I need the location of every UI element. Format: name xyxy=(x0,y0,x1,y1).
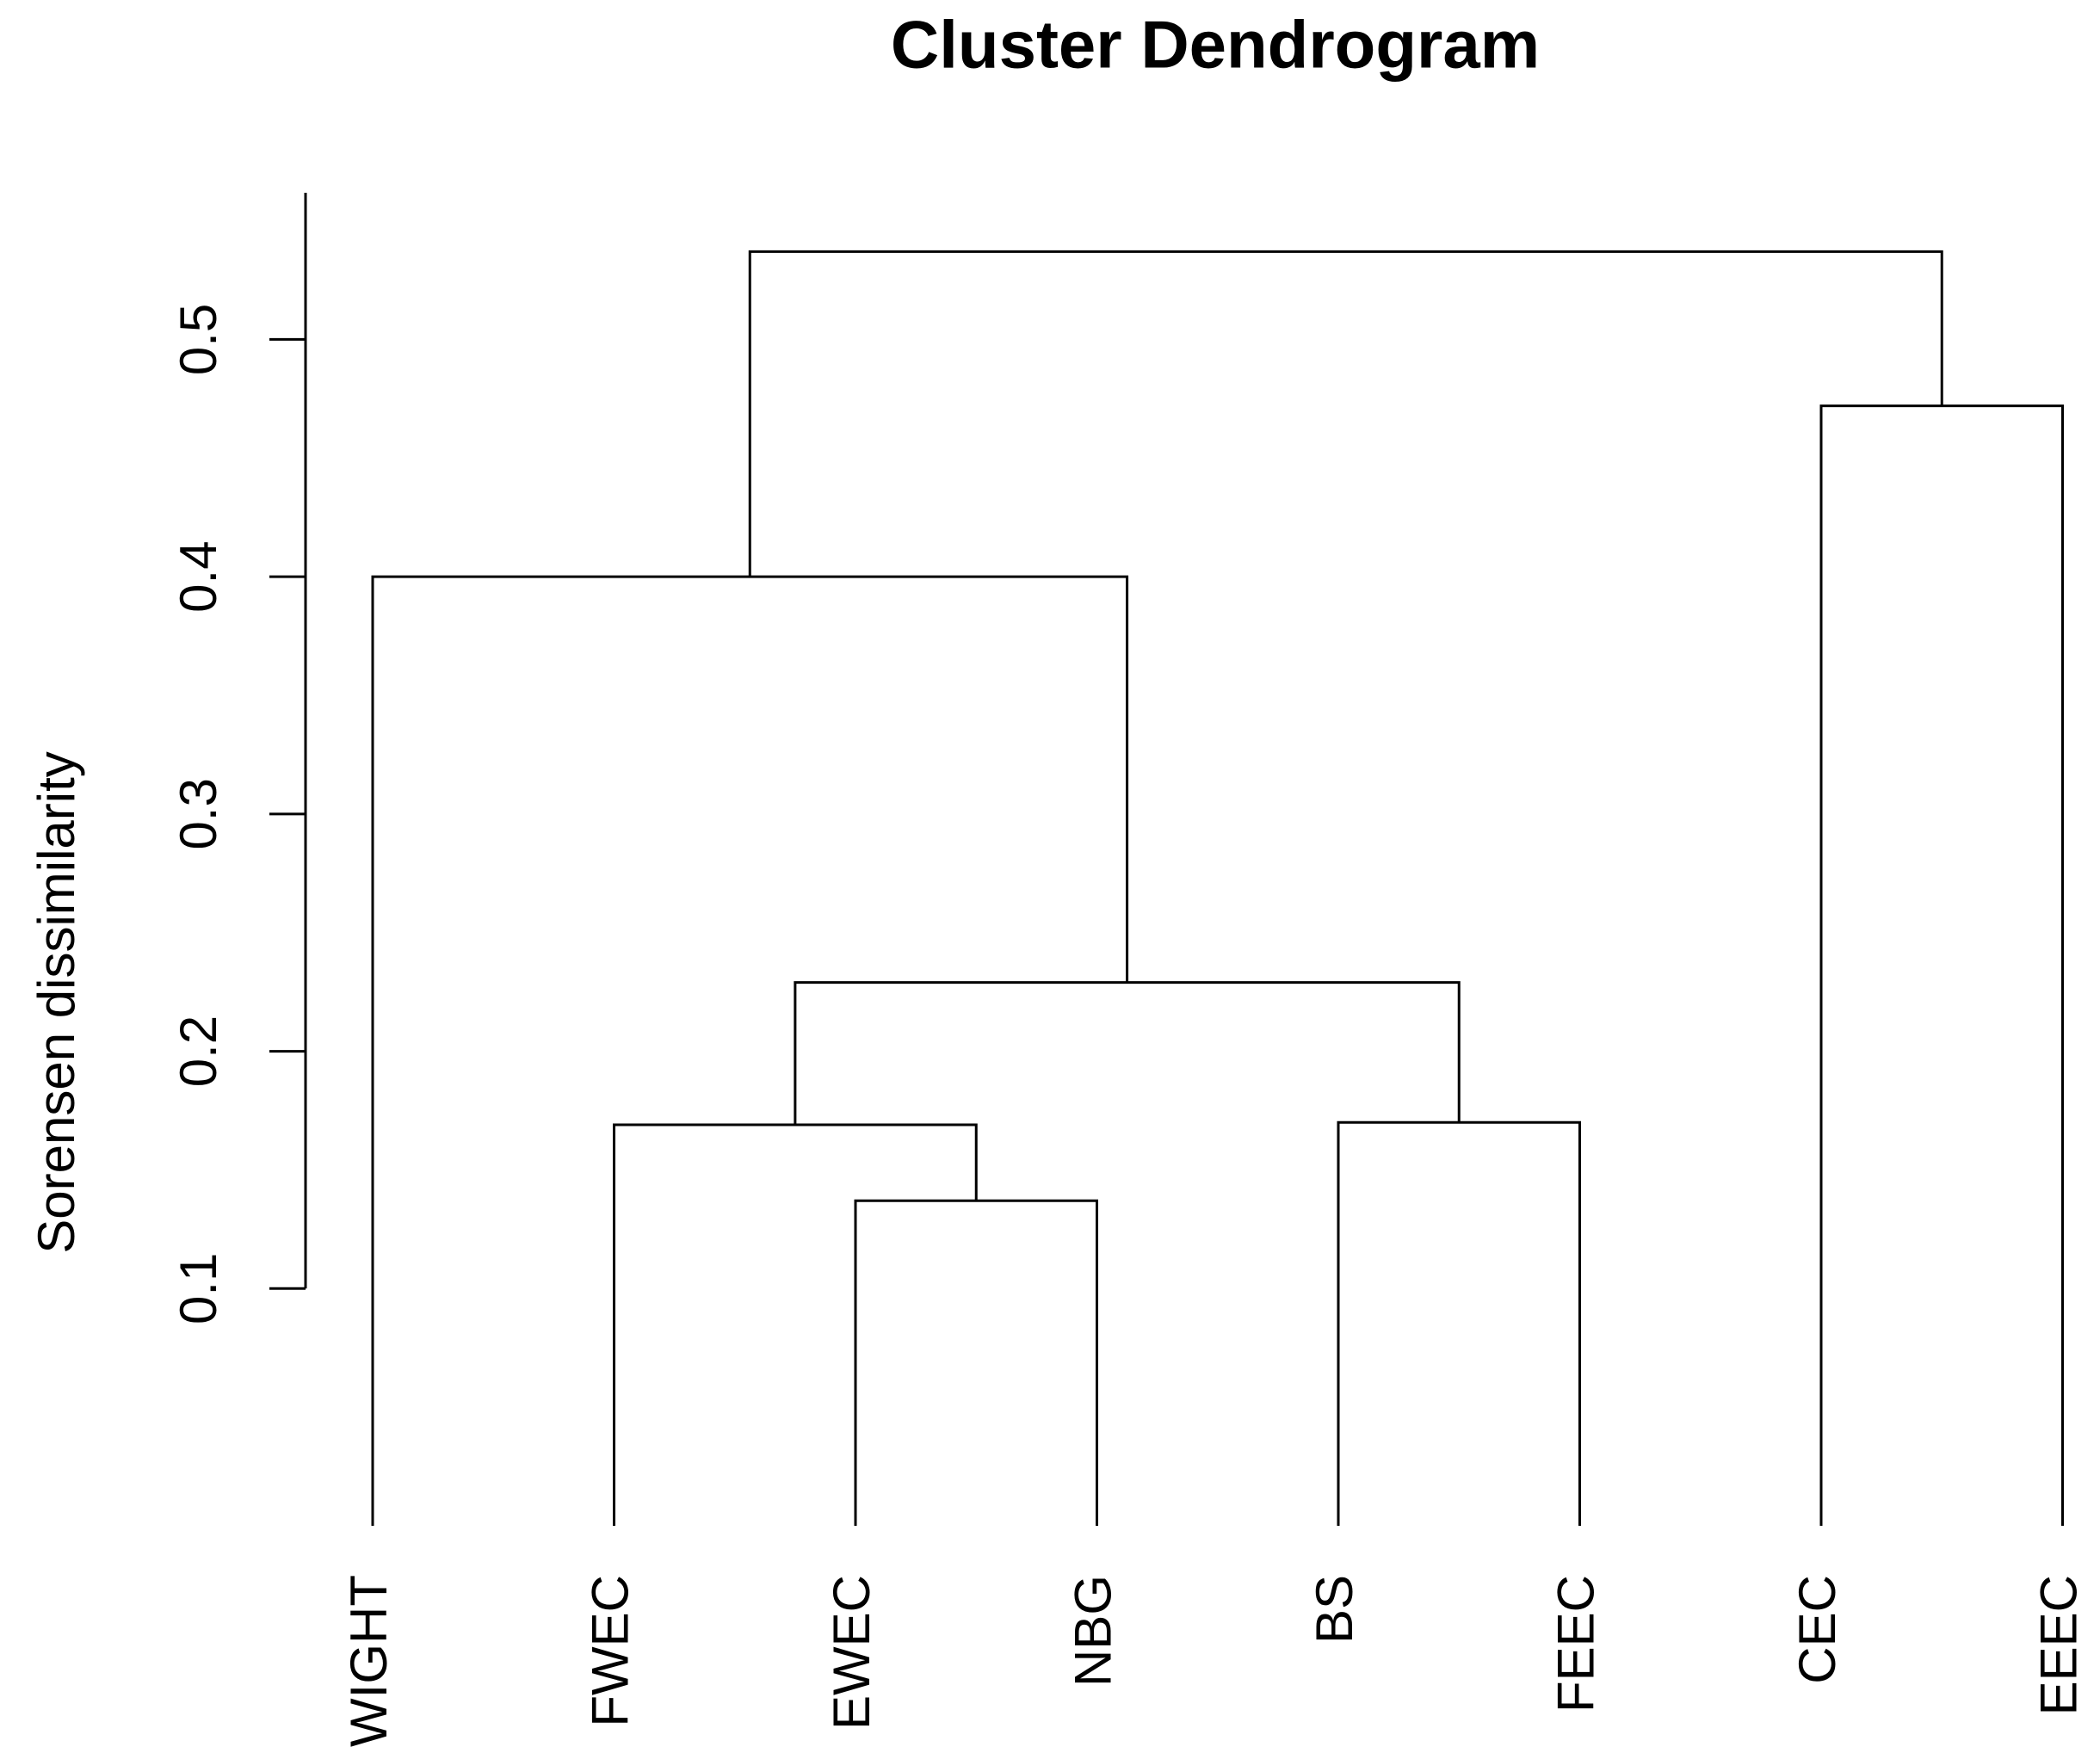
merge xyxy=(854,1199,1098,1526)
merge xyxy=(794,981,1461,1126)
merge xyxy=(1819,404,2064,1526)
merge xyxy=(748,250,1943,577)
merge xyxy=(371,575,1129,1526)
leaf-label: EWEC xyxy=(823,1575,880,1730)
leaf-label: FEEC xyxy=(1547,1575,1604,1713)
y-tick-label: 0.1 xyxy=(170,1253,227,1324)
y-axis-label: Sorensen dissimilarity xyxy=(28,751,85,1254)
chart-title: Cluster Dendrogram xyxy=(891,7,1540,83)
merge xyxy=(1337,1120,1581,1526)
y-tick-label: 0.2 xyxy=(170,1015,227,1087)
leaf-label: CEC xyxy=(1788,1575,1846,1684)
leaf-label: BS xyxy=(1306,1575,1363,1644)
y-tick-label: 0.4 xyxy=(170,540,227,612)
y-tick-label: 0.3 xyxy=(170,778,227,849)
leaf-label: NBG xyxy=(1064,1575,1121,1687)
leaf-label: FWEC xyxy=(581,1575,639,1727)
leaf-label: EEEC xyxy=(2029,1575,2087,1715)
merge xyxy=(613,1123,978,1526)
y-tick-label: 0.5 xyxy=(170,304,227,375)
leaf-label: WIGHT xyxy=(340,1575,398,1747)
